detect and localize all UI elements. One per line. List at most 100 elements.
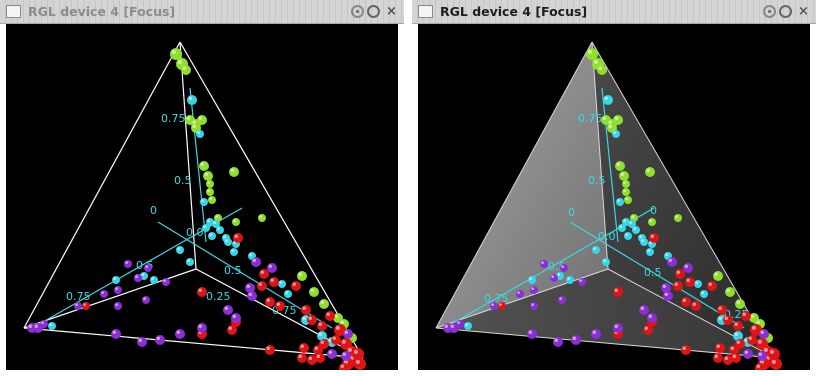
sphere-highlight	[602, 116, 606, 120]
sphere-highlight	[260, 270, 264, 274]
window-title: RGL device 4 [Focus]	[440, 4, 588, 19]
sphere-highlight	[732, 354, 736, 358]
data-sphere	[622, 188, 630, 196]
data-sphere	[315, 353, 325, 363]
axis-tick-label: 0.75	[66, 290, 91, 303]
data-sphere	[602, 258, 610, 266]
edge	[435, 268, 609, 329]
sphere-highlight	[744, 350, 748, 354]
axis-tick-label: 0.5	[174, 174, 192, 187]
data-sphere	[586, 48, 598, 60]
data-sphere	[681, 345, 691, 355]
edge	[435, 41, 593, 329]
window-menu-icon[interactable]	[418, 5, 433, 18]
sphere-highlight	[186, 116, 190, 120]
close-button-icon[interactable]: ×	[386, 4, 397, 19]
sphere-highlight	[335, 325, 340, 330]
sphere-highlight	[757, 339, 762, 344]
data-sphere	[613, 115, 623, 125]
close-button-icon[interactable]: ×	[798, 4, 809, 19]
sphere-highlight	[769, 349, 774, 354]
sphere-highlight	[246, 284, 250, 288]
sphere-highlight	[734, 332, 738, 336]
data-sphere	[624, 232, 632, 240]
sphere-highlight	[276, 302, 280, 306]
data-sphere	[648, 218, 656, 226]
sphere-highlight	[355, 359, 360, 364]
maximize-button-icon[interactable]	[367, 5, 380, 18]
data-sphere	[233, 233, 243, 243]
sphere-highlight	[49, 323, 52, 326]
sphere-highlight	[231, 249, 235, 253]
title-bar[interactable]: RGL device 4 [Focus] ×	[412, 0, 816, 24]
data-sphere	[297, 271, 307, 281]
data-sphere	[647, 313, 657, 323]
sphere-highlight	[554, 338, 558, 342]
sphere-highlight	[684, 264, 688, 268]
data-sphere	[142, 296, 150, 304]
shade-button-icon[interactable]	[763, 5, 776, 18]
data-sphere	[199, 161, 209, 171]
sphere-highlight	[113, 277, 116, 280]
data-sphere	[170, 48, 182, 60]
axis-tick-label: 0.0	[598, 230, 616, 243]
sphere-highlight	[302, 316, 306, 320]
data-sphere	[229, 167, 239, 177]
sphere-highlight	[531, 287, 534, 290]
sphere-highlight	[233, 219, 237, 223]
sphere-highlight	[625, 197, 628, 201]
sphere-highlight	[234, 234, 238, 238]
axis-tick-label: 0.5	[644, 266, 662, 279]
title-bar[interactable]: RGL device 4 [Focus] ×	[0, 0, 404, 24]
sphere-highlight	[756, 364, 760, 368]
data-sphere	[603, 95, 613, 105]
data-sphere	[231, 313, 241, 323]
sphere-highlight	[695, 281, 698, 284]
sphere-highlight	[623, 181, 626, 185]
sphere-highlight	[347, 347, 352, 352]
data-sphere	[707, 281, 717, 291]
sphere-highlight	[750, 314, 754, 318]
tetrahedron-scene: 0.750.50 00.00.50.750.50.25	[418, 24, 810, 370]
data-sphere	[770, 358, 782, 370]
sphere-highlight	[314, 346, 318, 350]
rgl-window-left[interactable]: RGL device 4 [Focus] × 0.75 0.5 0 0.0 0.5 0.7…	[0, 0, 404, 376]
data-sphere	[307, 315, 317, 325]
sphere-highlight	[756, 320, 760, 324]
sphere-highlight	[203, 225, 207, 229]
data-sphere	[530, 302, 538, 310]
rgl-window-right[interactable]: RGL device 4 [Focus] ×	[412, 0, 816, 376]
data-sphere	[176, 246, 184, 254]
data-sphere	[624, 196, 632, 204]
sphere-highlight	[252, 258, 256, 262]
sphere-highlight	[517, 291, 520, 294]
data-sphere	[640, 238, 648, 246]
maximize-button-icon[interactable]	[779, 5, 792, 18]
sphere-highlight	[215, 215, 219, 219]
data-sphere	[741, 311, 751, 321]
data-sphere	[622, 180, 630, 188]
sphere-highlight	[334, 314, 338, 318]
data-sphere	[224, 238, 232, 246]
sphere-highlight	[198, 116, 202, 120]
data-sphere	[111, 329, 121, 339]
data-sphere	[757, 351, 767, 361]
3d-viewport[interactable]: 0.75 0.5 0 0.0 0.5 0.75 0.5 0.25 0.75	[6, 24, 398, 370]
data-sphere	[343, 329, 353, 339]
sphere-highlight	[176, 330, 180, 334]
data-sphere	[759, 329, 769, 339]
data-sphere	[735, 339, 745, 349]
sphere-highlight	[640, 306, 644, 310]
sphere-highlight	[151, 277, 155, 280]
sphere-highlight	[266, 298, 270, 302]
shade-button-icon[interactable]	[351, 5, 364, 18]
sphere-highlight	[457, 321, 460, 324]
data-sphere	[187, 95, 197, 105]
data-sphere	[223, 305, 233, 315]
sphere-highlight	[320, 300, 324, 304]
sphere-highlight	[541, 261, 544, 264]
window-menu-icon[interactable]	[6, 5, 21, 18]
3d-viewport[interactable]: 0.75 0.5 0 0 0.0 0.5 0.75 0.5 0.25	[418, 24, 810, 370]
sphere-highlight	[201, 199, 205, 203]
data-sphere	[735, 299, 745, 309]
